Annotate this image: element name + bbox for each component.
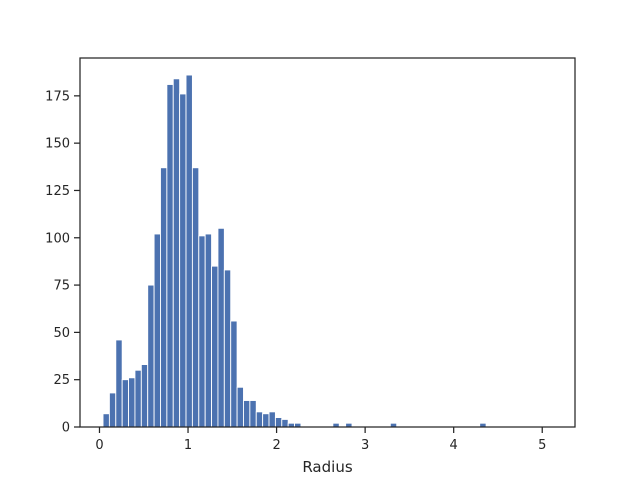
y-tick-label: 25 — [53, 373, 70, 388]
histogram-bar — [102, 413, 110, 428]
histogram-bar — [249, 400, 257, 428]
histogram-bar — [281, 418, 289, 428]
histogram-bar — [230, 320, 238, 428]
histogram-bar — [134, 369, 142, 428]
histogram-bar — [223, 269, 232, 428]
bars-layer — [102, 74, 487, 428]
histogram-bar — [204, 233, 213, 428]
histogram-bar — [172, 78, 181, 428]
x-tick-label: 0 — [95, 438, 103, 453]
y-tick-label: 0 — [62, 421, 70, 436]
histogram-bar — [147, 284, 155, 428]
plot-frame — [79, 57, 576, 428]
histogram-bar — [179, 93, 187, 428]
histogram-bar — [255, 411, 264, 428]
x-axis-label: Radius — [302, 458, 352, 476]
x-tick-label: 2 — [272, 438, 280, 453]
histogram-bar — [243, 400, 251, 428]
histogram-bar — [191, 167, 200, 428]
histogram-bar — [217, 227, 225, 428]
histogram-bar — [262, 413, 270, 428]
x-axis: 0 1 2 3 4 5 — [95, 427, 546, 453]
histogram-bar — [236, 386, 244, 428]
histogram-bar — [268, 411, 276, 428]
histogram-bar — [140, 364, 149, 428]
x-tick-label: 1 — [184, 438, 192, 453]
histogram-bar — [115, 339, 123, 428]
y-tick-label: 100 — [45, 231, 70, 246]
histogram-bar — [128, 377, 136, 428]
y-tick-label: 125 — [45, 184, 70, 199]
x-tick-label: 5 — [538, 438, 546, 453]
histogram-bar — [166, 84, 174, 428]
histogram-bar — [274, 417, 283, 428]
histogram-bar — [211, 265, 219, 428]
y-tick-label: 150 — [45, 137, 70, 152]
x-tick-label: 4 — [450, 438, 458, 453]
histogram-bar — [185, 74, 193, 428]
histogram-bar — [121, 379, 130, 428]
x-tick-label: 3 — [361, 438, 369, 453]
histogram-bar — [198, 235, 206, 428]
y-axis: 0 25 50 75 100 125 150 175 — [45, 89, 80, 436]
histogram-bar — [153, 233, 161, 428]
y-tick-label: 175 — [45, 89, 70, 104]
histogram-bar — [108, 392, 117, 428]
y-tick-label: 50 — [53, 326, 70, 341]
histogram-bar — [160, 167, 168, 428]
y-tick-label: 75 — [53, 279, 70, 294]
